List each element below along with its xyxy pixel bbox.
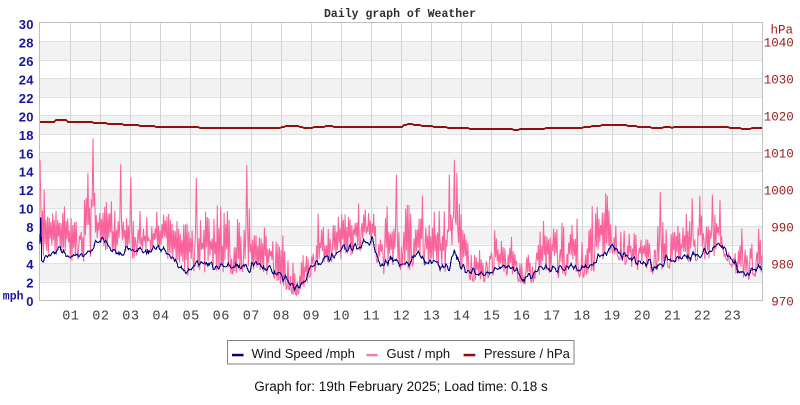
svg-text:24: 24	[19, 72, 35, 87]
svg-text:14: 14	[453, 309, 470, 324]
svg-text:18: 18	[19, 128, 34, 143]
svg-text:04: 04	[152, 309, 169, 324]
svg-text:10: 10	[333, 309, 350, 324]
svg-text:4: 4	[26, 257, 34, 272]
svg-text:980: 980	[771, 259, 794, 273]
svg-text:10: 10	[19, 202, 34, 217]
svg-text:12: 12	[19, 183, 34, 198]
svg-text:26: 26	[19, 54, 34, 69]
svg-text:06: 06	[213, 309, 230, 324]
svg-text:11: 11	[363, 309, 380, 324]
svg-text:Pressure / hPa: Pressure / hPa	[484, 346, 571, 361]
svg-text:Gust / mph: Gust / mph	[387, 346, 451, 361]
svg-text:30: 30	[19, 17, 34, 32]
svg-text:21: 21	[664, 309, 681, 324]
svg-text:17: 17	[543, 309, 560, 324]
svg-text:hPa: hPa	[770, 24, 793, 38]
svg-text:1000: 1000	[764, 185, 794, 199]
svg-text:01: 01	[62, 309, 79, 324]
svg-text:990: 990	[771, 222, 794, 236]
svg-text:Graph for: 19th February 2025;: Graph for: 19th February 2025; Load time…	[254, 379, 548, 394]
svg-text:1020: 1020	[764, 111, 794, 125]
svg-text:20: 20	[19, 109, 34, 124]
svg-text:13: 13	[423, 309, 440, 324]
svg-text:Daily graph of Weather: Daily graph of Weather	[324, 8, 476, 21]
svg-text:19: 19	[604, 309, 621, 324]
svg-text:22: 22	[19, 91, 34, 106]
svg-text:15: 15	[483, 309, 500, 324]
svg-text:07: 07	[243, 309, 260, 324]
svg-text:970: 970	[771, 296, 794, 310]
svg-text:05: 05	[182, 309, 199, 324]
svg-text:22: 22	[694, 309, 711, 324]
svg-text:03: 03	[122, 309, 139, 324]
svg-text:mph: mph	[3, 291, 24, 304]
svg-text:20: 20	[634, 309, 651, 324]
svg-text:6: 6	[26, 239, 34, 254]
svg-text:Wind Speed /mph: Wind Speed /mph	[252, 346, 355, 361]
svg-text:1010: 1010	[764, 148, 794, 162]
svg-text:2: 2	[26, 276, 34, 291]
svg-text:1030: 1030	[764, 74, 794, 88]
svg-text:18: 18	[574, 309, 591, 324]
svg-text:1040: 1040	[764, 37, 794, 51]
svg-text:02: 02	[92, 309, 109, 324]
svg-text:8: 8	[26, 220, 34, 235]
svg-text:23: 23	[724, 309, 741, 324]
svg-text:28: 28	[19, 36, 34, 51]
svg-text:16: 16	[19, 146, 34, 161]
svg-text:14: 14	[19, 165, 35, 180]
svg-text:09: 09	[303, 309, 320, 324]
svg-text:16: 16	[513, 309, 530, 324]
svg-text:12: 12	[393, 309, 410, 324]
svg-text:0: 0	[26, 294, 34, 309]
svg-text:08: 08	[273, 309, 290, 324]
